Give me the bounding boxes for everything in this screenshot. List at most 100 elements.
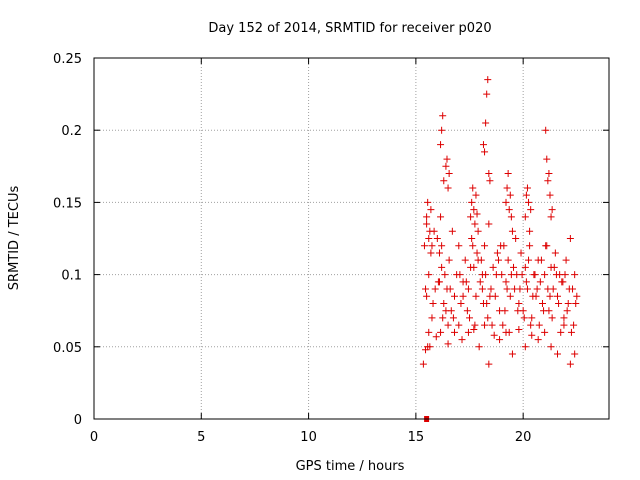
- data-point: [420, 242, 428, 250]
- data-point: [503, 184, 511, 192]
- data-point: [429, 299, 437, 307]
- data-point: [426, 343, 434, 351]
- data-point: [527, 321, 535, 329]
- data-point: [428, 314, 436, 322]
- data-point: [515, 299, 523, 307]
- data-point: [535, 321, 543, 329]
- x-tick-label: 20: [515, 430, 532, 445]
- data-point: [502, 328, 510, 336]
- data-point: [521, 213, 529, 221]
- data-point: [444, 340, 452, 348]
- y-axis-label: SRMTID / TECUs: [7, 186, 22, 291]
- data-point: [505, 206, 513, 214]
- data-point: [442, 162, 450, 170]
- data-point: [563, 307, 571, 315]
- y-tick-label: 0.05: [53, 341, 82, 356]
- data-point: [521, 343, 529, 351]
- data-point: [485, 220, 493, 228]
- data-point: [472, 191, 480, 199]
- data-point: [459, 292, 467, 300]
- data-point: [571, 350, 579, 358]
- data-point: [451, 328, 458, 336]
- data-point: [427, 249, 435, 257]
- data-point: [437, 213, 445, 221]
- x-tick-label: 10: [300, 430, 317, 445]
- data-point: [550, 263, 558, 271]
- data-point: [437, 328, 445, 336]
- data-point: [566, 235, 574, 242]
- data-point: [525, 256, 533, 264]
- data-point: [464, 328, 472, 336]
- data-point: [520, 314, 528, 322]
- data-point: [425, 235, 433, 242]
- data-point: [467, 213, 475, 221]
- data-point: [517, 249, 525, 257]
- data-point: [423, 292, 431, 300]
- data-point: [523, 184, 531, 192]
- data-point: [439, 112, 447, 120]
- data-point: [444, 184, 452, 192]
- data-point: [470, 325, 478, 333]
- data-point: [506, 191, 514, 199]
- data-point: [565, 285, 573, 293]
- data-point: [526, 227, 534, 235]
- data-point: [472, 292, 480, 300]
- data-point: [502, 198, 510, 206]
- data-point: [486, 177, 494, 185]
- x-axis-label: GPS time / hours: [296, 459, 405, 474]
- data-point: [469, 184, 477, 192]
- data-point: [443, 155, 451, 163]
- data-point: [573, 292, 581, 300]
- data-point: [515, 325, 523, 333]
- data-point: [432, 333, 440, 341]
- data-point: [531, 271, 539, 279]
- data-point: [485, 360, 493, 368]
- data-point: [468, 198, 476, 206]
- data-point: [487, 285, 495, 293]
- data-point: [510, 263, 518, 271]
- data-point: [464, 285, 472, 293]
- data-point: [561, 271, 569, 279]
- data-point: [506, 292, 514, 300]
- data-point: [484, 76, 492, 84]
- data-point: [562, 256, 570, 264]
- data-point: [526, 242, 534, 250]
- data-point: [501, 307, 509, 315]
- data-point: [560, 321, 568, 329]
- x-tick-label: 5: [197, 430, 205, 445]
- data-point: [523, 285, 531, 293]
- data-point: [478, 285, 486, 293]
- data-point: [559, 278, 567, 286]
- data-point: [463, 307, 471, 315]
- data-point: [437, 141, 445, 149]
- y-tick-label: 0: [74, 413, 82, 428]
- data-point: [433, 235, 441, 242]
- data-point: [541, 328, 549, 336]
- data-point: [476, 278, 484, 286]
- data-point: [567, 328, 575, 336]
- data-point: [518, 271, 526, 279]
- data-point: [527, 206, 535, 214]
- y-tick-label: 0.2: [61, 124, 82, 139]
- data-point: [516, 285, 524, 293]
- data-point: [451, 292, 458, 300]
- data-point: [471, 220, 479, 228]
- data-point: [448, 227, 456, 235]
- data-point: [473, 249, 481, 257]
- data-point: [422, 346, 430, 354]
- data-point: [543, 155, 551, 163]
- data-point: [423, 220, 431, 228]
- data-point: [514, 307, 522, 315]
- data-point: [424, 198, 432, 206]
- data-point: [445, 170, 453, 178]
- data-point: [536, 278, 544, 286]
- data-point: [474, 256, 482, 264]
- data-point: [540, 307, 548, 315]
- data-point: [426, 227, 434, 235]
- data-point: [508, 227, 516, 235]
- data-point: [449, 314, 457, 322]
- data-point: [481, 321, 489, 329]
- data-point: [471, 321, 479, 329]
- data-point: [438, 263, 446, 271]
- data-point: [564, 299, 572, 307]
